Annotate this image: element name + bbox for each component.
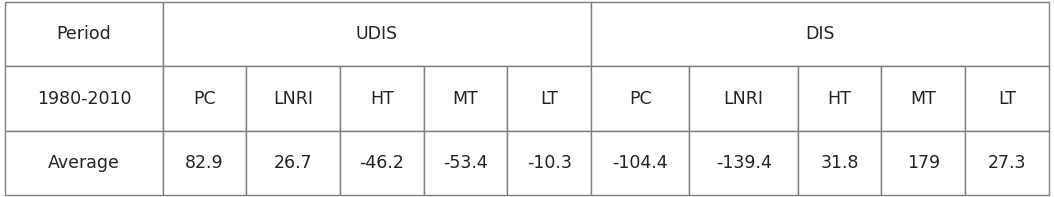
Bar (798, 131, 881, 195)
Bar (591, 66, 689, 131)
Bar (798, 66, 881, 131)
Text: LT: LT (998, 89, 1016, 108)
Text: DIS: DIS (805, 25, 835, 43)
Bar (881, 66, 965, 131)
Text: -46.2: -46.2 (359, 154, 405, 172)
Text: HT: HT (827, 89, 852, 108)
Text: LT: LT (540, 89, 559, 108)
Bar (424, 66, 507, 131)
Bar (247, 131, 340, 195)
Bar (5, 66, 162, 131)
Bar (5, 131, 162, 195)
Text: -10.3: -10.3 (527, 154, 571, 172)
Bar (507, 66, 591, 131)
Text: Period: Period (57, 25, 112, 43)
Text: 82.9: 82.9 (186, 154, 223, 172)
Text: 27.3: 27.3 (988, 154, 1027, 172)
Bar (881, 131, 965, 195)
Bar (591, 131, 689, 195)
Text: LNRI: LNRI (273, 89, 313, 108)
Text: MT: MT (911, 89, 936, 108)
Bar (247, 66, 340, 131)
Text: 1980-2010: 1980-2010 (37, 89, 132, 108)
Bar (965, 66, 1049, 131)
Text: -139.4: -139.4 (716, 154, 772, 172)
Bar (162, 66, 247, 131)
Text: PC: PC (629, 89, 651, 108)
Bar (424, 131, 507, 195)
Text: 31.8: 31.8 (820, 154, 859, 172)
Bar (162, 2, 591, 66)
Bar (340, 66, 424, 131)
Text: PC: PC (193, 89, 216, 108)
Text: MT: MT (452, 89, 479, 108)
Bar (965, 131, 1049, 195)
Bar (591, 2, 1049, 66)
Text: UDIS: UDIS (356, 25, 398, 43)
Bar (5, 2, 162, 66)
Bar (689, 131, 798, 195)
Bar (340, 131, 424, 195)
Bar (162, 131, 247, 195)
Bar (507, 131, 591, 195)
Bar (689, 66, 798, 131)
Text: Average: Average (48, 154, 120, 172)
Text: 26.7: 26.7 (274, 154, 313, 172)
Text: HT: HT (370, 89, 394, 108)
Text: -53.4: -53.4 (443, 154, 488, 172)
Text: 179: 179 (906, 154, 940, 172)
Text: -104.4: -104.4 (612, 154, 668, 172)
Text: LNRI: LNRI (723, 89, 763, 108)
